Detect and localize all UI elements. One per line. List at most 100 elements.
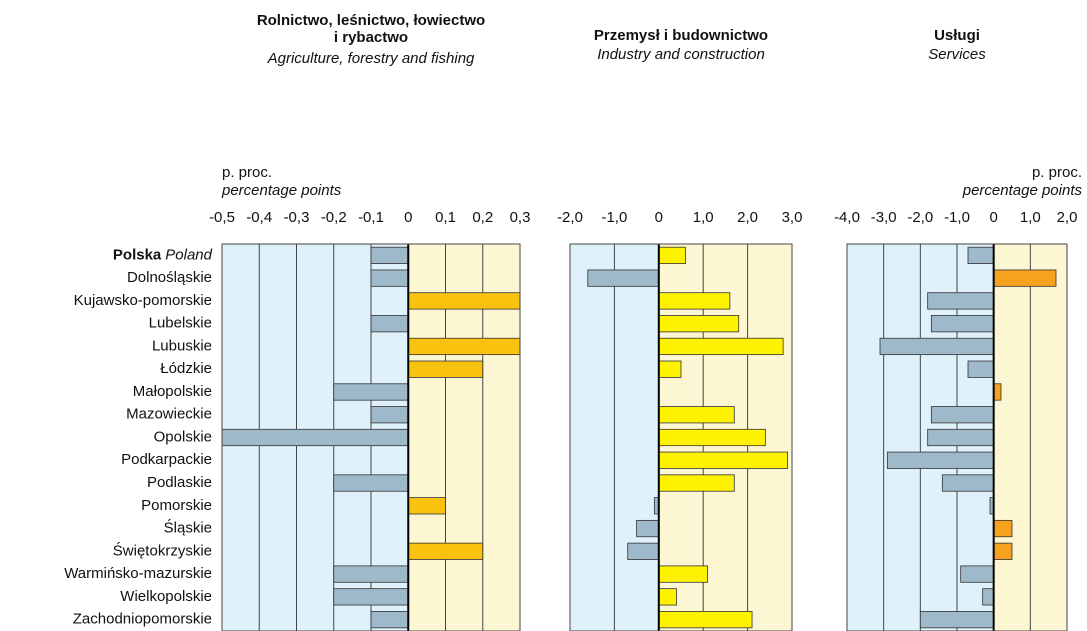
category-label: Pomorskie [141, 497, 212, 514]
category-label: Kujawsko-pomorskie [74, 292, 212, 309]
bar [960, 565, 995, 583]
x-tick-label: 0 [989, 209, 997, 226]
bar [370, 611, 409, 629]
category-label: Polska Poland [113, 246, 213, 263]
bar [658, 315, 740, 333]
category-label: Lubuskie [152, 337, 212, 354]
bar [993, 519, 1013, 538]
bar [658, 565, 709, 583]
x-tick-label: 2,0 [737, 209, 758, 226]
category-label-pl: Polska [113, 246, 162, 263]
bar [407, 360, 484, 378]
category-label: Lubelskie [149, 315, 212, 332]
category-label: Warmińsko-mazurskie [64, 565, 212, 582]
bar [967, 246, 995, 264]
bar [879, 337, 995, 356]
bar [993, 269, 1057, 287]
panel-subtitle: Industry and construction [597, 46, 765, 63]
bar [927, 428, 995, 447]
category-label: Mazowieckie [126, 406, 212, 423]
bar [658, 588, 677, 606]
x-tick-label: 0 [655, 209, 663, 226]
x-tick-label: -2,0 [907, 209, 933, 226]
x-tick-label: 2,0 [1057, 209, 1078, 226]
axis-label: p. proc. [1032, 164, 1082, 181]
bar [930, 315, 995, 333]
bar [658, 292, 731, 310]
panel-subtitle: Services [928, 46, 986, 63]
axis-label-en: percentage points [962, 182, 1083, 199]
x-tick-label: -0,4 [246, 209, 272, 226]
bar [407, 542, 484, 560]
bar [636, 519, 660, 538]
axis-label: p. proc. [222, 164, 272, 181]
x-tick-label: 1,0 [1020, 209, 1041, 226]
panel-subtitle: Agriculture, forestry and fishing [267, 50, 475, 67]
x-tick-label: 1,0 [693, 209, 714, 226]
bar [407, 337, 521, 356]
bar [407, 292, 521, 310]
bar [587, 269, 660, 287]
panel-title: Rolnictwo, leśnictwo, łowiectwo [257, 12, 485, 29]
bar [370, 315, 409, 333]
bar [370, 269, 409, 287]
bar [982, 588, 995, 606]
x-tick-label: -0,2 [321, 209, 347, 226]
category-label: Łódzkie [160, 360, 212, 377]
category-label: Podlaskie [147, 474, 212, 491]
bar [333, 565, 409, 583]
bar [930, 406, 995, 424]
panel-title: Usługi [934, 27, 980, 44]
bar [658, 406, 735, 424]
bar [658, 337, 784, 356]
category-label: Zachodniopomorskie [73, 611, 212, 628]
bar [919, 611, 995, 629]
panel-border [846, 243, 1068, 631]
x-tick-label: -2,0 [557, 209, 583, 226]
x-tick-label: 0,1 [435, 209, 456, 226]
bar [658, 451, 788, 469]
bar [993, 383, 1002, 401]
bar [886, 451, 995, 469]
x-tick-label: -0,3 [284, 209, 310, 226]
category-label: Dolnośląskie [127, 269, 212, 286]
bar [658, 428, 766, 447]
x-tick-label: -1,0 [944, 209, 970, 226]
x-tick-label: -0,5 [209, 209, 235, 226]
bar [967, 360, 995, 378]
category-label: Małopolskie [133, 383, 212, 400]
bar [941, 474, 995, 492]
x-tick-label: 3,0 [782, 209, 803, 226]
bar [370, 406, 409, 424]
panel-title: Przemysł i budownictwo [594, 27, 768, 44]
bar [333, 588, 409, 606]
bar [658, 360, 682, 378]
panel-border [221, 243, 521, 631]
bar [370, 246, 409, 264]
x-tick-label: 0,3 [510, 209, 531, 226]
bar [927, 292, 995, 310]
category-label: Podkarpackie [121, 451, 212, 468]
bar [993, 542, 1013, 560]
bar [333, 383, 409, 401]
x-tick-label: -0,1 [358, 209, 384, 226]
x-tick-label: -1,0 [601, 209, 627, 226]
category-label-en: Poland [165, 246, 212, 263]
bar [221, 428, 409, 447]
bar [658, 611, 753, 629]
x-tick-label: -3,0 [871, 209, 897, 226]
bar [333, 474, 409, 492]
panel-title: i rybactwo [334, 29, 408, 46]
x-tick-label: 0 [404, 209, 412, 226]
category-label: Wielkopolskie [120, 588, 212, 605]
category-label: Śląskie [164, 519, 212, 537]
bar [658, 246, 686, 264]
axis-label-en: percentage points [221, 182, 342, 199]
x-tick-label: 0,2 [472, 209, 493, 226]
panel-border [569, 243, 793, 631]
x-tick-label: -4,0 [834, 209, 860, 226]
category-label: Opolskie [154, 428, 212, 445]
bar [627, 542, 660, 560]
category-label: Świętokrzyskie [113, 541, 212, 559]
